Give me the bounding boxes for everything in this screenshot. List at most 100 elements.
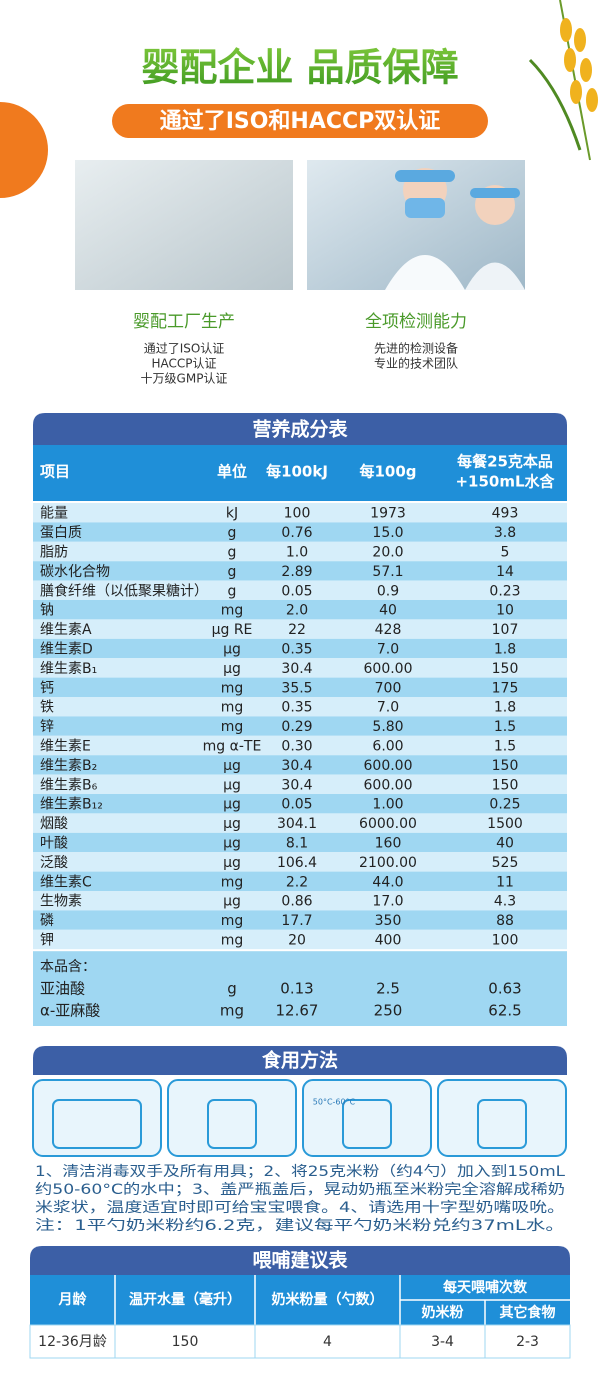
nutrition-cell: μg (223, 777, 241, 793)
nutrition-cell: 62.5 (488, 1002, 521, 1020)
nutrition-cell: 磷 (40, 913, 54, 929)
nutrition-cell: 亚油酸 (40, 980, 85, 998)
nutrition-cell: 3.8 (494, 525, 516, 541)
nutrition-cell: 8.1 (286, 836, 308, 852)
nutrition-cell: 0.05 (281, 797, 312, 813)
nutrition-cell: 150 (492, 758, 519, 774)
feature-line: HACCP认证 (151, 357, 216, 371)
nutrition-cell: 175 (492, 680, 519, 696)
temp-label: 50°C-60°C (313, 1098, 356, 1107)
nutrition-row-bg (33, 755, 567, 775)
nutrition-cell: 100 (284, 506, 311, 522)
nutrition-cell: 107 (492, 622, 519, 638)
nutrition-cell: 维生素E (40, 739, 91, 755)
nutrition-cell: 400 (375, 933, 402, 949)
nutrition-cell: 0.25 (489, 797, 520, 813)
nutrition-cell: 17.7 (281, 913, 312, 929)
nutrition-cell: 0.05 (281, 583, 312, 599)
nutrition-cell: 维生素B₆ (40, 777, 98, 793)
nutrition-cell: 2.5 (376, 980, 400, 998)
nutrition-extra-bg (33, 951, 567, 1026)
nutrition-cell: mg (221, 603, 244, 619)
nutrition-title-bar (33, 413, 567, 445)
step-icon (477, 1099, 527, 1149)
nutrition-row-bg (33, 774, 567, 794)
feeding-sub-header: 奶米粉 (422, 1304, 464, 1321)
feeding-col-header: 每天喂哺次数 (443, 1279, 528, 1296)
nutrition-cell: 生物素 (40, 894, 82, 910)
nutrition-cell: 14 (496, 564, 514, 580)
nutrition-cell: 350 (375, 913, 402, 929)
nutrition-cell: 17.0 (372, 894, 403, 910)
nutrition-cell: 1.5 (494, 719, 516, 735)
usage-line: 1、清洁消毒双手及所有用具；2、将25克米粉（约4勺）加入到150mL (35, 1164, 565, 1180)
nutrition-cell: 40 (496, 836, 514, 852)
nutrition-row-bg (33, 658, 567, 678)
nutrition-cell: μg (223, 855, 241, 871)
subtitle: 通过了ISO和HACCP双认证 (160, 109, 441, 134)
nutrition-cell: 0.63 (488, 980, 521, 998)
nutrition-cell: 22 (288, 622, 306, 638)
feature-label: 婴配工厂生产 (133, 312, 235, 332)
nutrition-row-bg (33, 697, 567, 717)
feeding-title-bar (30, 1246, 570, 1275)
nutrition-cell: 0.35 (281, 642, 312, 658)
title: 婴配企业 品质保障 (141, 46, 458, 90)
feature-line: 专业的技术团队 (374, 356, 458, 371)
nutrition-cell: 40 (379, 603, 397, 619)
nutrition-row-bg (33, 735, 567, 756)
nutrition-col-header: 单位 (217, 463, 247, 481)
nutrition-cell: mg (221, 874, 244, 890)
nutrition-cell: 30.4 (281, 758, 312, 774)
nutrition-cell: 15.0 (372, 525, 403, 541)
nutrition-row-bg (33, 794, 567, 814)
nutrition-cell: 10 (496, 603, 514, 619)
nutrition-col-header: 每100kJ (266, 463, 328, 481)
nutrition-cell: g (227, 980, 237, 998)
feeding-sub-header: 其它食物 (500, 1304, 556, 1321)
nutrition-cell: 150 (492, 777, 519, 793)
step-frame (302, 1079, 432, 1157)
lab-people (385, 168, 525, 290)
nutrition-cell: 7.0 (377, 700, 399, 716)
nutrition-cell: 1.8 (494, 700, 516, 716)
nutrition-cell: 0.86 (281, 894, 312, 910)
nutrition-cell: 7.0 (377, 642, 399, 658)
nutrition-row-bg (33, 871, 567, 891)
nutrition-cell: 700 (375, 680, 402, 696)
nutrition-cell: 1.5 (494, 739, 516, 755)
nutrition-cell: 525 (492, 855, 519, 871)
nutrition-row-bg (33, 929, 567, 950)
nutrition-cell: 维生素C (40, 874, 92, 890)
nutrition-cell: mg α-TE (203, 739, 262, 755)
feeding-cell: 2-3 (516, 1334, 539, 1350)
nutrition-cell: 锌 (40, 719, 54, 735)
feeding-col-header: 温开水量（毫升） (129, 1291, 241, 1308)
nutrition-cell: 1500 (487, 816, 523, 832)
nutrition-cell: 493 (492, 506, 519, 522)
step-icon (207, 1099, 257, 1149)
step-frame (167, 1079, 297, 1157)
nutrition-cell: 5 (501, 545, 510, 561)
nutrition-row-bg (33, 503, 567, 523)
nutrition-cell: 叶酸 (40, 836, 68, 852)
nutrition-cell: 钾 (40, 933, 54, 949)
nutrition-cell: 0.35 (281, 700, 312, 716)
feeding-row-bg (29, 1324, 571, 1359)
nutrition-cell: 304.1 (277, 816, 317, 832)
nutrition-cell: 44.0 (372, 874, 403, 890)
nutrition-cell: mg (221, 719, 244, 735)
step-frame (437, 1079, 567, 1157)
nutrition-cell: 泛酸 (40, 855, 68, 871)
feeding-col-header: 月龄 (58, 1291, 88, 1308)
usage-line: 注：1平勺奶米粉约6.2克，建议每平勺奶米粉兑约37mL水。 (35, 1218, 565, 1234)
nutrition-cell: 钠 (40, 603, 54, 619)
nutrition-row-bg (33, 832, 567, 853)
nutrition-row-bg (33, 716, 567, 736)
nutrition-cell: 600.00 (364, 661, 413, 677)
wheat-decor (528, 0, 598, 161)
feature-line: 先进的检测设备 (374, 341, 458, 356)
nutrition-row-bg (33, 852, 567, 872)
nutrition-cell: mg (220, 1002, 244, 1020)
